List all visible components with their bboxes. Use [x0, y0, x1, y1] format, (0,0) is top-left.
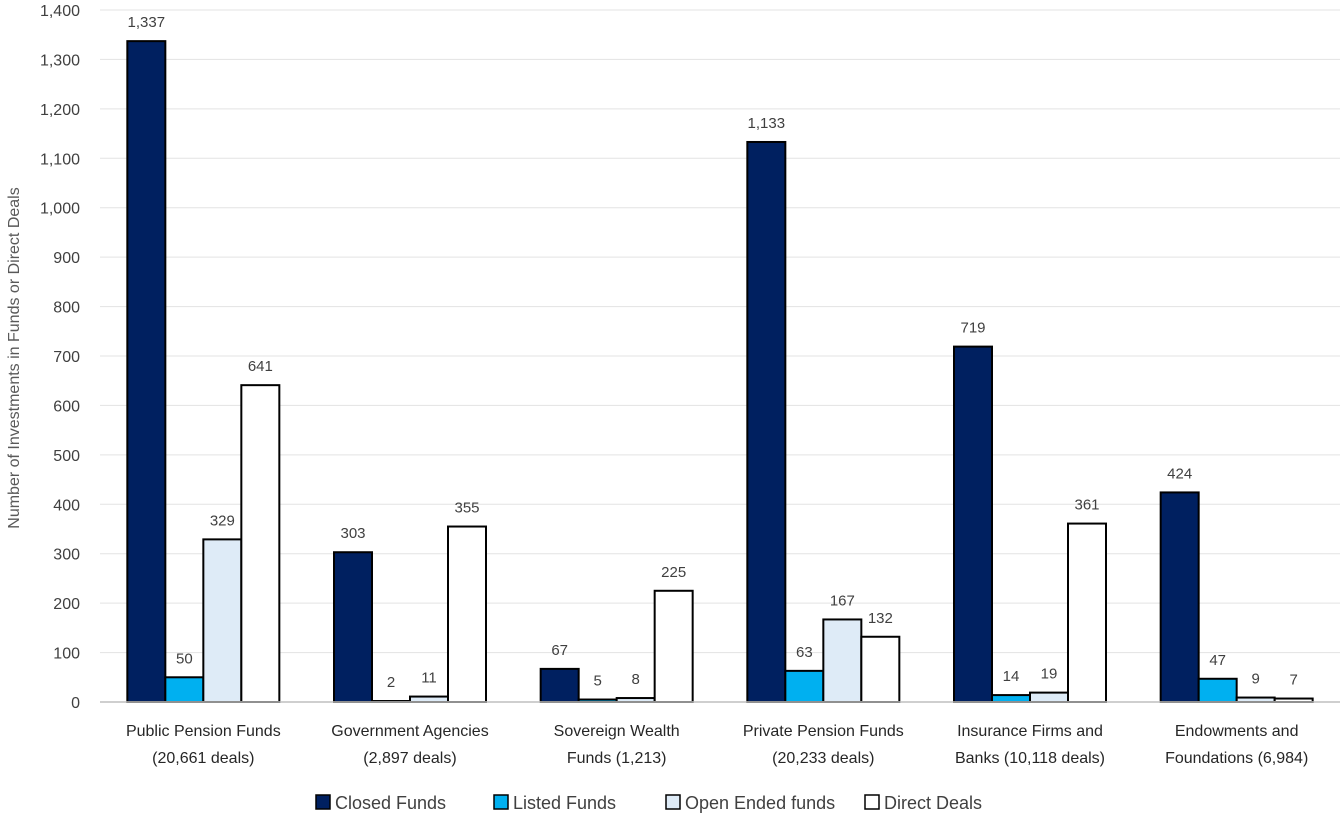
data-label: 67 [551, 642, 568, 659]
data-label: 1,337 [128, 14, 166, 31]
x-axis-categories: Public Pension Funds (20,661 deals) Govern… [126, 723, 1308, 767]
data-label: 719 [960, 320, 985, 337]
y-axis-title: Number of Investments in Funds or Direct… [6, 187, 23, 528]
y-tick-label: 100 [53, 646, 80, 663]
gridlines [100, 9, 1340, 654]
data-label: 329 [210, 512, 235, 529]
bars [126, 40, 1314, 704]
bar [860, 635, 901, 703]
y-tick-label: 400 [53, 497, 80, 514]
bar [1029, 691, 1069, 704]
bar [539, 667, 580, 704]
data-label: 9 [1251, 671, 1259, 688]
legend-label: Direct Deals [884, 793, 982, 813]
category-label: Sovereign Wealth Funds (1,213) [554, 723, 680, 767]
data-label: 1,133 [748, 115, 786, 132]
bar [746, 140, 787, 703]
bar [447, 525, 487, 703]
data-label: 641 [248, 358, 273, 375]
legend-label: Closed Funds [335, 793, 446, 813]
legend-item: Direct Deals [864, 793, 982, 813]
y-tick-label: 1,000 [40, 201, 80, 218]
data-label: 167 [830, 592, 855, 609]
y-tick-label: 600 [53, 398, 80, 415]
bar [991, 694, 1031, 704]
data-label: 14 [1003, 668, 1020, 685]
y-tick-label: 700 [53, 349, 80, 366]
data-labels: 1,337 50 329 641 303 2 11 355 67 5 8 225 1,133 63 167 1… [128, 14, 1298, 691]
bar [333, 551, 373, 704]
bar [202, 538, 243, 703]
bar [240, 384, 281, 703]
category-label: Public Pension Funds (20,661 deals) [126, 723, 281, 767]
bar [784, 669, 825, 703]
bar [164, 676, 205, 703]
legend-label: Open Ended funds [685, 793, 835, 813]
y-tick-label: 0 [71, 695, 80, 712]
legend-item: Closed Funds [315, 793, 446, 813]
bar [953, 345, 993, 703]
data-label: 47 [1209, 652, 1226, 669]
y-tick-label: 1,200 [40, 102, 80, 119]
bar [126, 40, 167, 703]
y-tick-label: 1,400 [40, 3, 80, 20]
data-label: 303 [340, 525, 365, 542]
bar [822, 618, 863, 703]
y-tick-label: 300 [53, 547, 80, 564]
data-label: 19 [1041, 666, 1058, 683]
data-label: 424 [1167, 465, 1192, 482]
y-tick-label: 900 [53, 250, 80, 267]
data-label: 225 [661, 564, 686, 581]
legend-item: Listed Funds [493, 793, 616, 813]
bar [409, 695, 449, 704]
data-label: 132 [868, 610, 893, 627]
legend-swatch [665, 794, 681, 810]
legend-label: Listed Funds [513, 793, 616, 813]
legend-swatch [493, 794, 509, 810]
data-label: 2 [387, 674, 395, 691]
data-label: 11 [421, 670, 437, 687]
y-axis-ticks: 0 100 200 300 400 500 600 700 800 900 1,000 1,100 1,… [40, 3, 80, 712]
data-label: 8 [631, 671, 639, 688]
data-label: 63 [796, 644, 813, 661]
data-label: 5 [593, 673, 601, 690]
bar [1067, 522, 1107, 704]
bar [653, 589, 694, 703]
legend: Closed Funds Listed Funds Open Ended funds… [315, 793, 982, 813]
y-tick-label: 1,100 [40, 151, 80, 168]
category-label: Government Agencies (2,897 deals) [331, 723, 488, 767]
data-label: 50 [176, 650, 193, 667]
category-label: Endowments and Foundations (6,984) [1165, 723, 1308, 767]
y-tick-label: 1,300 [40, 52, 80, 69]
bar [1159, 491, 1200, 703]
bar [1197, 677, 1238, 703]
data-label: 361 [1074, 497, 1099, 514]
data-label: 355 [454, 500, 479, 517]
category-label: Private Pension Funds (20,233 deals) [743, 723, 904, 767]
y-tick-label: 800 [53, 300, 80, 317]
category-label: Insurance Firms and Banks (10,118 deals) [955, 723, 1105, 767]
y-tick-label: 200 [53, 596, 80, 613]
data-label: 7 [1289, 672, 1297, 689]
legend-swatch [864, 794, 880, 810]
legend-item: Open Ended funds [665, 793, 835, 813]
y-tick-label: 500 [53, 448, 80, 465]
legend-swatch [315, 794, 331, 810]
